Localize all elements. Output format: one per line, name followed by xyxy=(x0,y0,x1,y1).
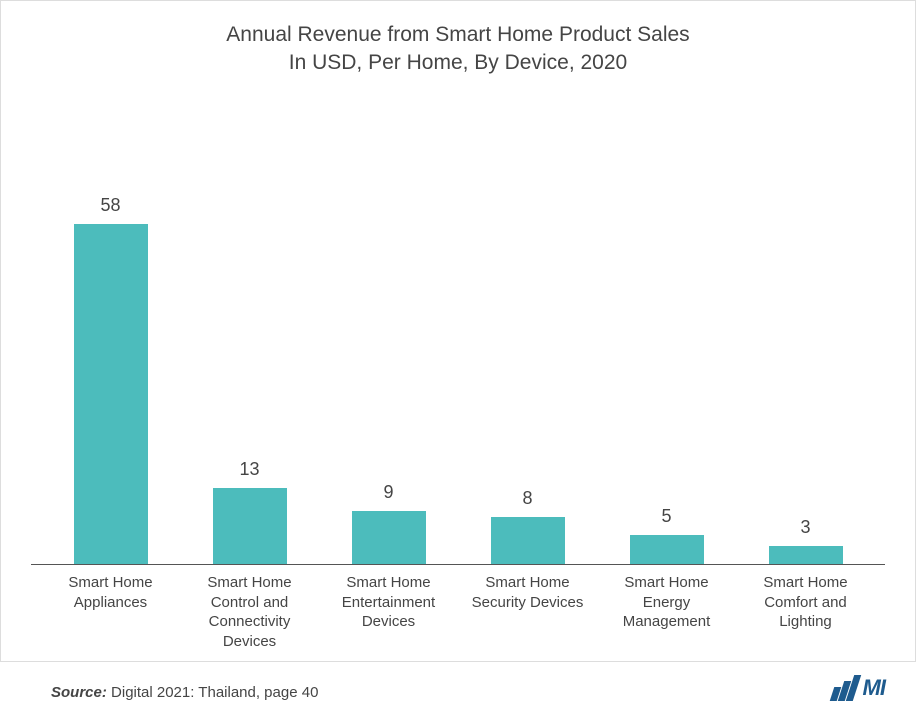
bar-group: 3 xyxy=(736,517,875,564)
bar-value-label: 13 xyxy=(239,459,259,480)
bar-group: 8 xyxy=(458,488,597,564)
bar xyxy=(769,546,843,564)
bar xyxy=(213,488,287,564)
title-line-1: Annual Revenue from Smart Home Product S… xyxy=(31,21,885,49)
bar-category-label: Smart Home Entertainment Devices xyxy=(319,573,458,651)
bar-category-label: Smart Home Control and Connectivity Devi… xyxy=(180,573,319,651)
logo-text: MI xyxy=(863,675,885,701)
title-line-2: In USD, Per Home, By Device, 2020 xyxy=(31,49,885,77)
labels-region: Smart Home AppliancesSmart Home Control … xyxy=(31,565,885,651)
chart-container: Annual Revenue from Smart Home Product S… xyxy=(1,1,915,661)
bar xyxy=(352,511,426,564)
source-text: Digital 2021: Thailand, page 40 xyxy=(107,684,319,701)
bar-value-label: 58 xyxy=(100,195,120,216)
chart-footer: Source: Digital 2021: Thailand, page 40 … xyxy=(1,661,915,719)
chart-title: Annual Revenue from Smart Home Product S… xyxy=(31,21,885,78)
bar-value-label: 9 xyxy=(383,482,393,503)
bar-category-label: Smart Home Security Devices xyxy=(458,573,597,651)
bar-group: 5 xyxy=(597,506,736,564)
bar-category-label: Smart Home Energy Management xyxy=(597,573,736,651)
bar-value-label: 8 xyxy=(522,488,532,509)
bar-category-label: Smart Home Appliances xyxy=(41,573,180,651)
bar-group: 9 xyxy=(319,482,458,564)
source-citation: Source: Digital 2021: Thailand, page 40 xyxy=(51,684,318,701)
bar-value-label: 5 xyxy=(661,506,671,527)
bar-category-label: Smart Home Comfort and Lighting xyxy=(736,573,875,651)
bar-group: 13 xyxy=(180,459,319,564)
source-label: Source: xyxy=(51,684,107,701)
bar xyxy=(491,517,565,564)
bars-region: 58 13 9 8 5 3 xyxy=(31,98,885,565)
brand-logo: MI xyxy=(832,675,885,701)
bar-group: 58 xyxy=(41,195,180,564)
bar-value-label: 3 xyxy=(800,517,810,538)
chart-area: 58139853 Smart Home AppliancesSmart Home… xyxy=(31,98,885,651)
bar xyxy=(630,535,704,564)
bar xyxy=(74,224,148,564)
